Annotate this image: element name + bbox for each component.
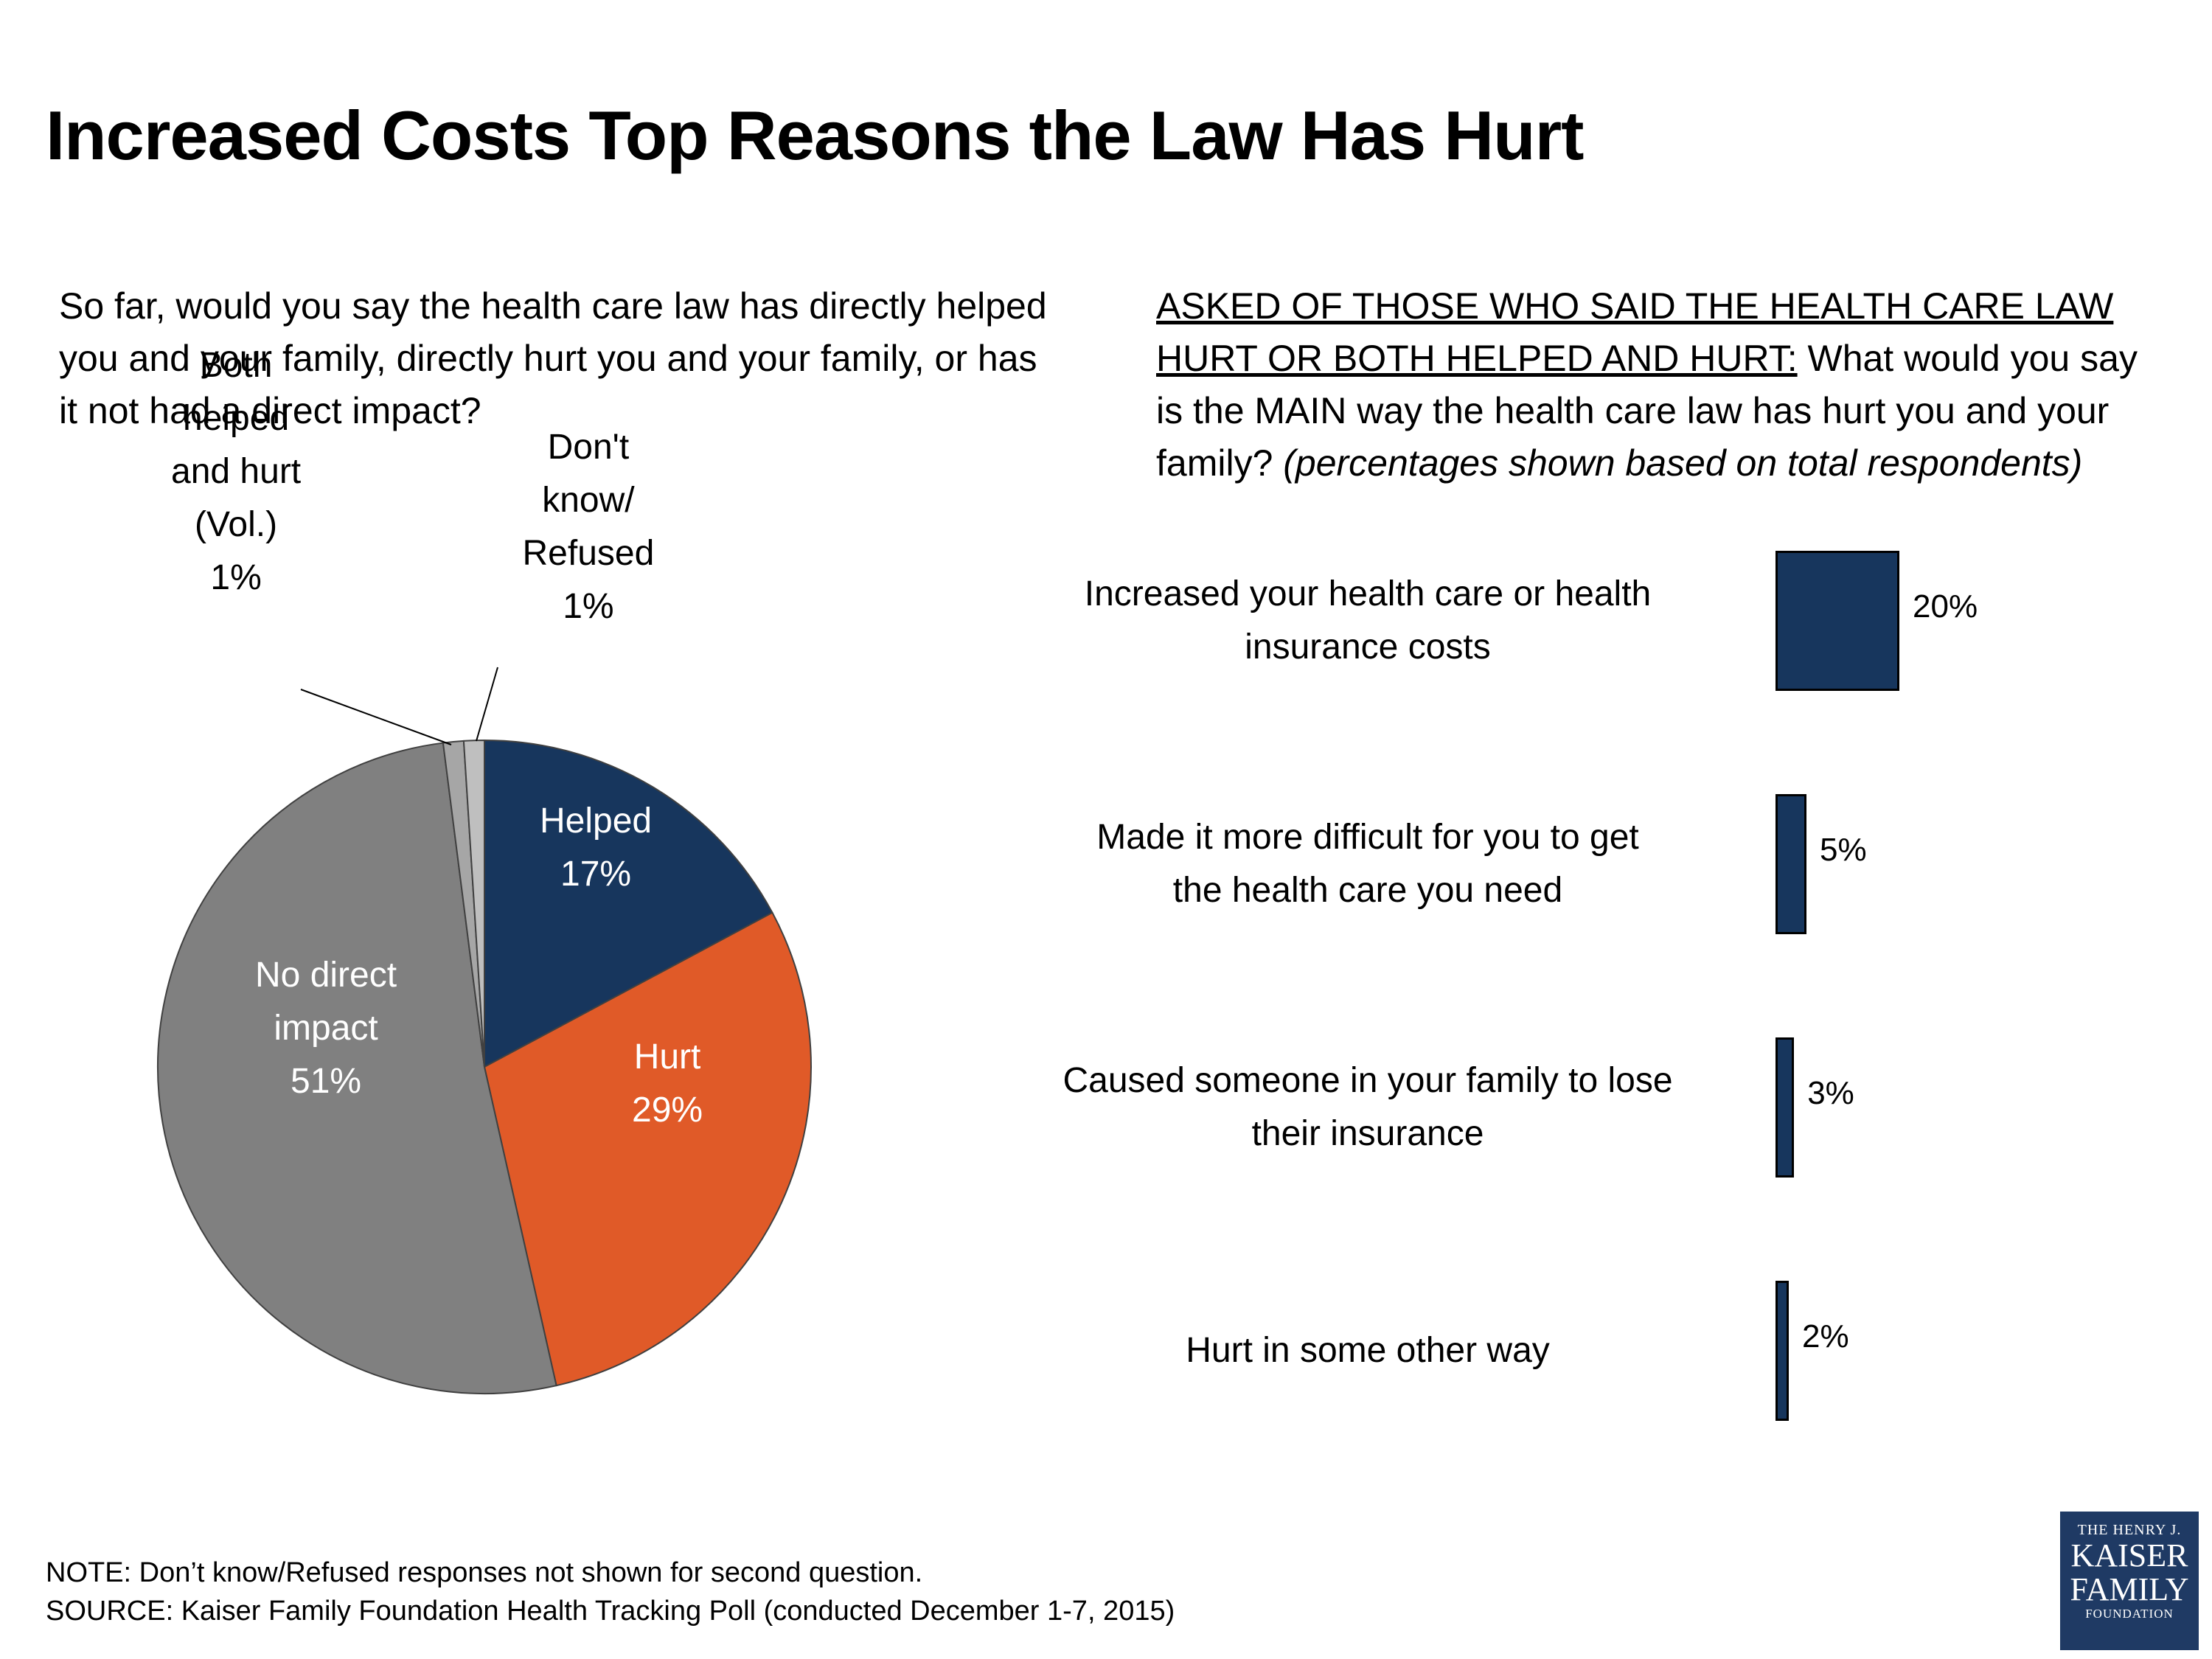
pie-slice-label: Hurt 29% bbox=[632, 1031, 703, 1137]
source-text: SOURCE: Kaiser Family Foundation Health … bbox=[46, 1596, 1175, 1627]
pie-slice-label-line: 29% bbox=[632, 1091, 703, 1130]
bar-value-label: 5% bbox=[1820, 832, 1867, 868]
pie-slice bbox=[483, 911, 812, 1387]
pie-slice-label: Helped 17% bbox=[540, 795, 652, 901]
bar-question: ASKED OF THOSE WHO SAID THE HEALTH CARE … bbox=[1156, 280, 2174, 490]
bar-category-label-line: their insurance bbox=[1251, 1114, 1484, 1153]
pie-slice-label-line: 17% bbox=[560, 855, 632, 894]
pie-slice-label-line: Refused bbox=[522, 534, 655, 573]
bar-value-label: 20% bbox=[1913, 588, 1978, 625]
logo-line-2: KAISER bbox=[2070, 1537, 2188, 1573]
bar-category-label: Hurt in some other way bbox=[999, 1324, 1736, 1377]
pie-slice-label-line: No direct bbox=[255, 956, 397, 995]
pie-question: So far, would you say the health care la… bbox=[59, 285, 1047, 431]
bar bbox=[1775, 794, 1806, 934]
logo-line-3: FAMILY bbox=[2070, 1571, 2189, 1607]
pie-slice-label-line: (Vol.) bbox=[195, 505, 278, 544]
pie-slice-label-line: helped bbox=[183, 399, 290, 438]
bar-value-label: 2% bbox=[1802, 1318, 1849, 1354]
pie-slice-label-line: 51% bbox=[291, 1062, 362, 1101]
bar bbox=[1775, 551, 1899, 691]
bar bbox=[1775, 1281, 1789, 1421]
bar-category-label: Increased your health care or health insu… bbox=[999, 568, 1736, 674]
pie-slice-label-line: impact bbox=[274, 1009, 378, 1048]
bar-category-label: Caused someone in your family to lose the… bbox=[999, 1054, 1736, 1161]
bar-question-main: What would you say is the MAIN way the h… bbox=[1156, 338, 2138, 484]
logo-line-1: THE HENRY J. bbox=[2077, 1522, 2182, 1538]
note-text: NOTE: Don’t know/Refused responses not s… bbox=[46, 1557, 923, 1588]
pie-leader-line bbox=[300, 689, 452, 745]
pie-slice bbox=[484, 739, 773, 1068]
page-title: Increased Costs Top Reasons the Law Has … bbox=[46, 97, 1584, 174]
bar-category-label-line: insurance costs bbox=[1245, 627, 1491, 667]
bar-category-label-line: Hurt in some other way bbox=[1186, 1331, 1550, 1370]
bar-category-label: Made it more difficult for you to get the… bbox=[999, 811, 1736, 917]
bar-question-condition: ASKED OF THOSE WHO SAID THE HEALTH CARE … bbox=[1156, 285, 2114, 379]
bar-category-label-line: Increased your health care or health bbox=[1084, 574, 1652, 613]
bar-value-label: 3% bbox=[1807, 1075, 1854, 1111]
pie-slice-label-line: 1% bbox=[210, 558, 262, 597]
kff-logo: THE HENRY J. KAISER FAMILY FOUNDATION bbox=[2060, 1512, 2199, 1650]
pie-leader-line bbox=[476, 667, 498, 742]
pie-slice-label: Don't know/Refused 1% bbox=[523, 421, 655, 633]
pie-slice-label-line: Don't bbox=[547, 428, 630, 467]
pie-slice-label-line: and hurt bbox=[171, 452, 302, 491]
bar bbox=[1775, 1037, 1795, 1178]
pie-slice-label: No direct impact 51% bbox=[255, 949, 397, 1108]
pie-slice bbox=[462, 739, 485, 1068]
bar-category-label-line: Made it more difficult for you to get bbox=[1096, 818, 1639, 857]
bar-category-label-line: the health care you need bbox=[1172, 871, 1563, 910]
pie-slice-label-line: Both bbox=[199, 346, 273, 385]
pie-slice bbox=[157, 742, 557, 1394]
pie-slice-label-line: Helped bbox=[540, 801, 653, 841]
bar-question-note: (percentages shown based on total respon… bbox=[1283, 442, 2083, 484]
pie-slice-label-line: know/ bbox=[542, 481, 635, 520]
logo-line-4: FOUNDATION bbox=[2085, 1607, 2174, 1621]
pie-slice-label: Both helped and hurt (Vol.) 1% bbox=[171, 339, 301, 605]
bar-category-label-line: Caused someone in your family to lose bbox=[1062, 1061, 1673, 1100]
pie-slice-label-line: 1% bbox=[563, 587, 614, 626]
pie-slice-label-line: Hurt bbox=[633, 1037, 701, 1077]
